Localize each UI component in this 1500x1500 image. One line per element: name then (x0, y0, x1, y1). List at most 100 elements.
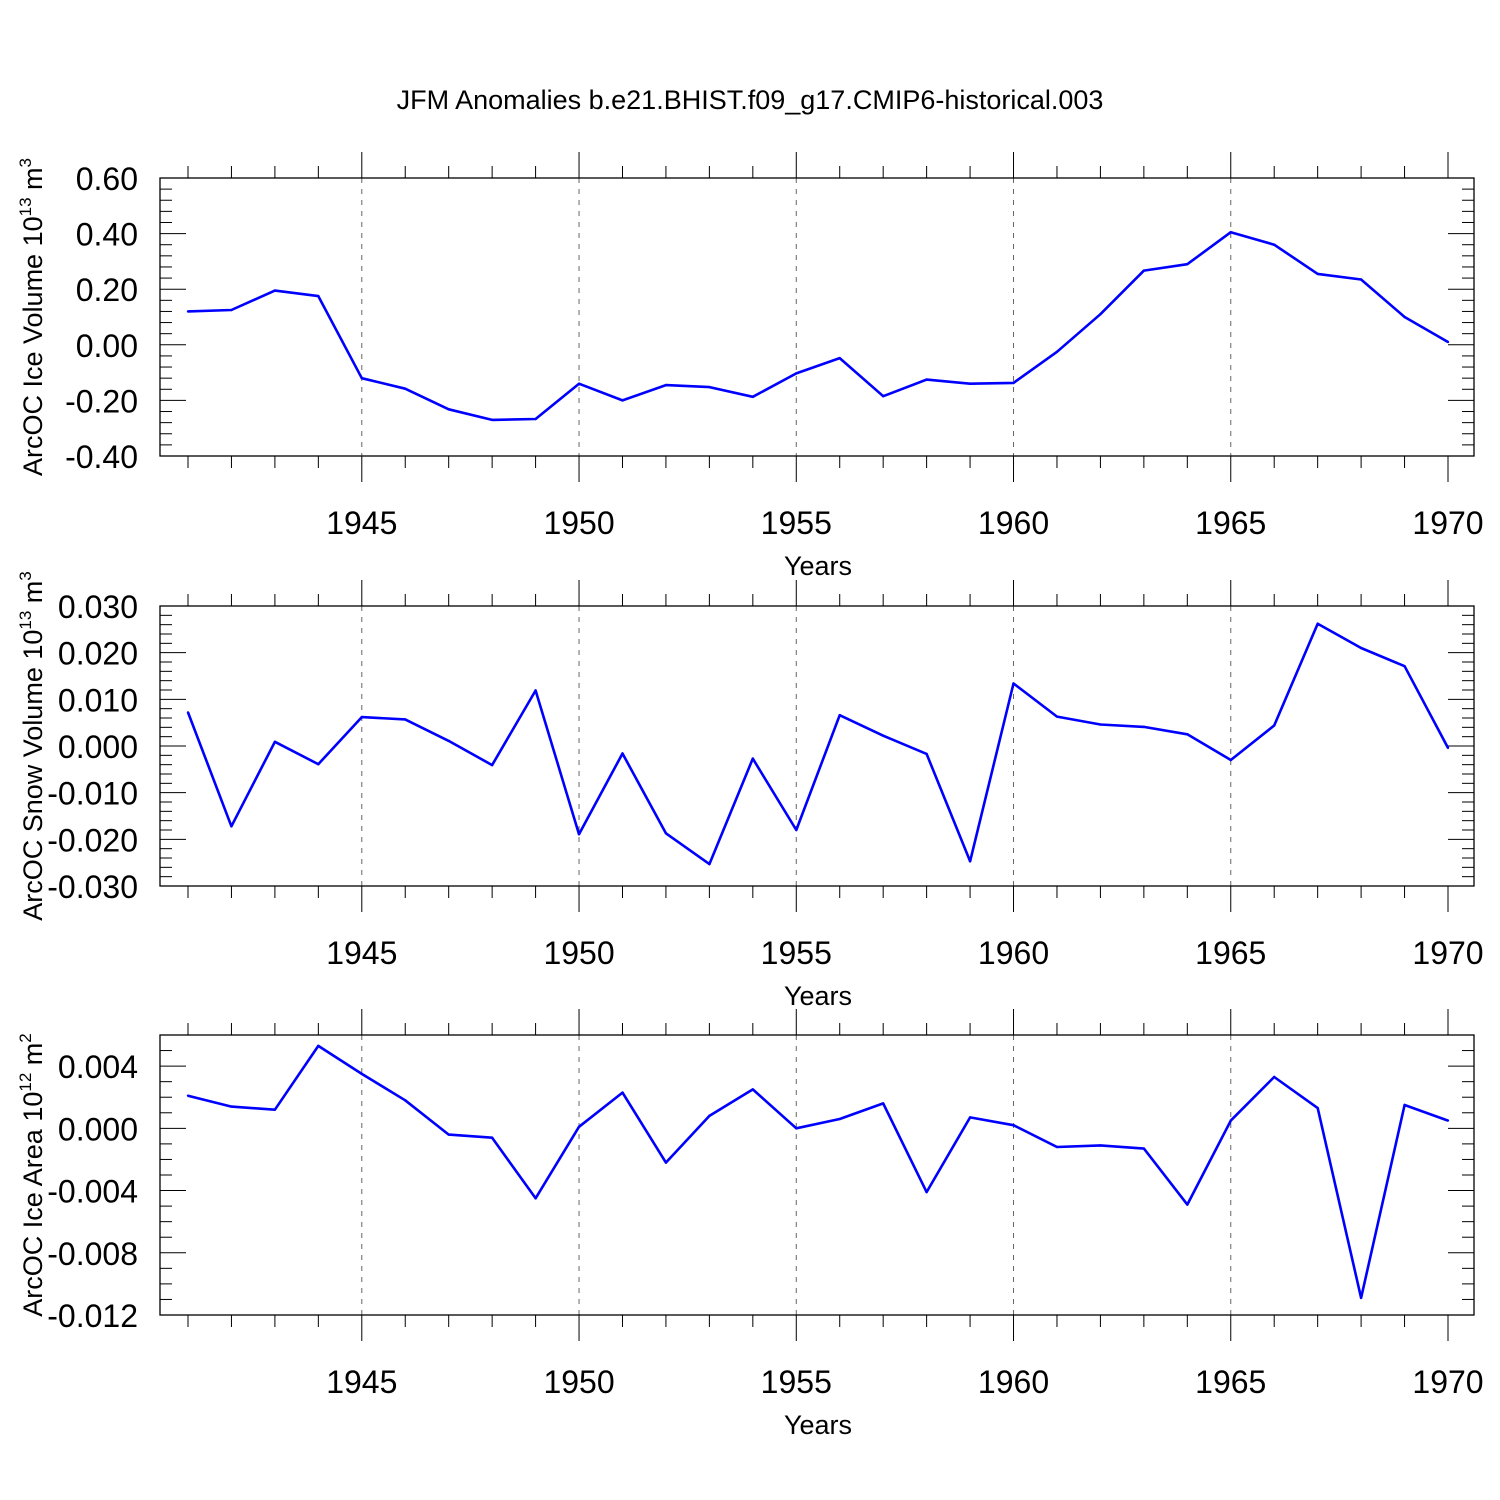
data-point (621, 1091, 624, 1094)
x-tick-label: 1950 (543, 935, 614, 971)
data-point (751, 757, 755, 760)
data-point (1012, 682, 1015, 685)
data-point (534, 417, 537, 421)
data-point (1316, 272, 1319, 276)
x-tick-label: 1950 (543, 1364, 614, 1400)
data-point (1099, 723, 1102, 726)
data-point (1403, 1103, 1406, 1107)
y-tick-label: 0.60 (76, 161, 138, 197)
data-point (1316, 622, 1319, 625)
x-tick-label: 1970 (1412, 935, 1483, 971)
data-point (751, 1088, 755, 1091)
data-point (881, 734, 885, 737)
y-tick-label: -0.004 (47, 1174, 138, 1210)
y-tick-label: 0.004 (58, 1049, 138, 1085)
data-point (230, 308, 233, 312)
data-point (708, 385, 711, 389)
y-tick-label: -0.20 (65, 383, 138, 419)
chart-panel-1: -0.40 -0.20 0.00 0.20 0.40 0.60 1945 1950 1955 19… (16, 152, 1484, 581)
data-point (404, 718, 407, 721)
data-point (795, 372, 798, 375)
data-point (186, 711, 190, 714)
data-point (925, 1190, 928, 1194)
y-tick-label: 0.20 (76, 272, 138, 308)
y-tick-label: 0.40 (76, 217, 138, 253)
data-point (273, 289, 277, 292)
data-point (925, 752, 928, 756)
y-tick-label: 0.00 (76, 328, 138, 364)
x-tick-label: 1965 (1195, 935, 1266, 971)
data-point (621, 399, 624, 402)
data-point (621, 752, 624, 755)
data-point (490, 1136, 494, 1139)
data-point (1359, 1296, 1363, 1300)
x-tick-label: 1960 (978, 1364, 1049, 1400)
data-point (1403, 665, 1406, 668)
data-point (1142, 725, 1146, 729)
data-point (317, 294, 320, 298)
data-point (273, 740, 277, 743)
y-tick-label: 0.000 (58, 729, 138, 765)
data-point (1446, 1119, 1450, 1122)
data-point (317, 1044, 320, 1048)
x-tick-label: 1950 (543, 505, 614, 541)
plot-frame (159, 1034, 1475, 1316)
x-tick-label: 1955 (761, 935, 832, 971)
data-point (577, 1125, 581, 1128)
y-tick-label: 0.030 (58, 589, 138, 625)
data-point (490, 418, 494, 422)
data-point (968, 860, 972, 863)
data-point (534, 1197, 537, 1200)
data-point (881, 1102, 885, 1105)
x-axis-label: Years (784, 551, 852, 581)
x-tick-label: 1960 (978, 505, 1049, 541)
data-point (1055, 350, 1059, 353)
y-axis-label: ArcOC Ice Area 1012 m2 (16, 1033, 48, 1317)
data-point (1099, 1144, 1102, 1147)
y-axis-label: ArcOC Ice Volume 1013 m3 (16, 158, 48, 476)
x-axis-label: Years (784, 1410, 852, 1440)
data-point (1446, 746, 1450, 750)
y-axis-label: ArcOC Snow Volume 1013 m3 (16, 571, 48, 921)
data-point (273, 1108, 277, 1111)
y-tick-label: 0.010 (58, 682, 138, 718)
data-point (1229, 758, 1232, 762)
data-point (404, 387, 407, 390)
x-tick-label: 1960 (978, 935, 1049, 971)
data-point (1186, 1203, 1189, 1206)
data-point (1273, 243, 1276, 246)
y-tick-label: -0.030 (47, 869, 138, 905)
data-point (968, 382, 972, 385)
x-tick-label: 1970 (1412, 505, 1483, 541)
data-point (577, 833, 581, 836)
x-tick-label: 1945 (326, 505, 397, 541)
data-point (534, 689, 537, 692)
data-point (1316, 1106, 1319, 1110)
y-tick-label: 0.020 (58, 636, 138, 672)
series-line (187, 1044, 1449, 1300)
data-point (795, 1127, 798, 1130)
figure-title: JFM Anomalies b.e21.BHIST.f09_g17.CMIP6-… (397, 85, 1104, 115)
data-point (447, 1133, 450, 1136)
data-point (1359, 278, 1363, 281)
x-tick-label: 1955 (761, 1364, 832, 1400)
data-point (360, 715, 363, 719)
data-point (447, 739, 450, 743)
data-point (708, 862, 711, 866)
data-point (664, 383, 668, 387)
data-point (968, 1116, 972, 1119)
data-point (317, 763, 320, 766)
series-line (186, 622, 1450, 866)
data-point (838, 714, 841, 717)
data-point (838, 1117, 841, 1121)
x-tick-label: 1945 (326, 935, 397, 971)
x-tick-label: 1965 (1195, 1364, 1266, 1400)
y-tick-label: -0.010 (47, 776, 138, 812)
x-tick-label: 1965 (1195, 505, 1266, 541)
data-point (1186, 733, 1189, 736)
data-point (1446, 340, 1450, 344)
data-point (664, 1161, 668, 1164)
plot-frame (159, 605, 1475, 887)
y-tick-label: -0.020 (47, 822, 138, 858)
